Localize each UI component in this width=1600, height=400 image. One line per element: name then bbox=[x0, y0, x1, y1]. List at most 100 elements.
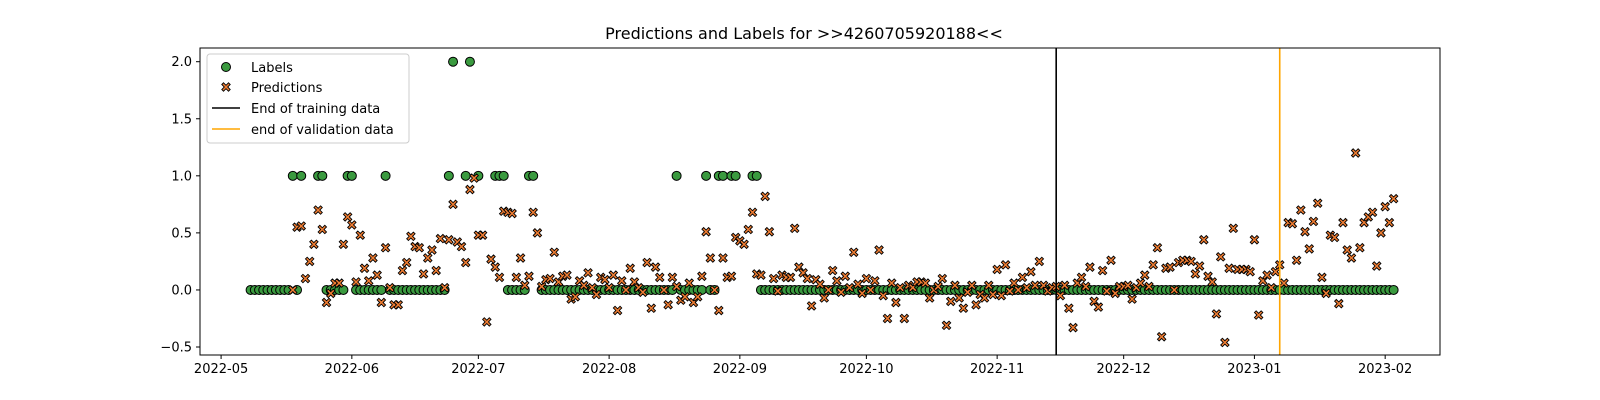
prediction-point bbox=[979, 293, 990, 303]
prediction-point bbox=[363, 275, 374, 286]
label-point bbox=[443, 170, 454, 181]
prediction-point bbox=[612, 305, 623, 316]
prediction-point bbox=[1000, 260, 1011, 270]
prediction-point bbox=[397, 265, 408, 276]
prediction-point bbox=[570, 291, 581, 302]
prediction-point bbox=[1380, 201, 1391, 212]
prediction-point bbox=[680, 291, 690, 302]
prediction-point bbox=[477, 230, 488, 241]
prediction-point bbox=[996, 290, 1007, 301]
label-point bbox=[498, 170, 509, 181]
prediction-point bbox=[444, 234, 454, 245]
x-tick-label: 2023-01 bbox=[1227, 362, 1281, 377]
prediction-point bbox=[376, 297, 387, 308]
prediction-point bbox=[844, 282, 855, 293]
legend-labels-marker bbox=[221, 62, 231, 72]
label-point bbox=[1388, 284, 1399, 295]
prediction-point bbox=[304, 256, 315, 267]
prediction-point bbox=[1220, 337, 1230, 348]
y-tick-label: 0.0 bbox=[171, 283, 192, 298]
prediction-point bbox=[536, 281, 547, 292]
prediction-point bbox=[760, 191, 771, 202]
prediction-point bbox=[532, 228, 543, 238]
label-point bbox=[448, 56, 459, 67]
prediction-point bbox=[983, 280, 994, 291]
prediction-point bbox=[1367, 207, 1378, 218]
prediction-point bbox=[334, 278, 345, 288]
prediction-point bbox=[827, 265, 838, 276]
prediction-point bbox=[347, 220, 357, 230]
prediction-point bbox=[549, 247, 560, 258]
prediction-point bbox=[962, 287, 973, 298]
prediction-point bbox=[587, 282, 598, 293]
prediction-point bbox=[1211, 309, 1222, 319]
prediction-point bbox=[878, 290, 889, 301]
legend-predictions-text: Predictions bbox=[251, 81, 323, 96]
prediction-point bbox=[857, 288, 868, 299]
prediction-point bbox=[785, 272, 796, 283]
axes-frame bbox=[199, 47, 1441, 356]
prediction-point bbox=[789, 223, 800, 234]
prediction-point bbox=[1190, 269, 1201, 279]
prediction-point bbox=[1106, 255, 1116, 266]
prediction-point bbox=[747, 207, 758, 218]
prediction-point bbox=[469, 173, 479, 183]
prediction-point bbox=[705, 253, 716, 263]
prediction-point bbox=[616, 275, 627, 286]
prediction-point bbox=[1287, 218, 1298, 229]
prediction-point bbox=[1059, 280, 1070, 291]
prediction-point bbox=[671, 281, 682, 292]
prediction-point bbox=[650, 262, 661, 272]
prediction-point bbox=[1152, 242, 1163, 253]
label-point bbox=[751, 170, 762, 181]
prediction-point bbox=[1156, 331, 1167, 342]
legend-predictions-marker bbox=[221, 82, 231, 92]
prediction-point bbox=[1194, 261, 1205, 271]
prediction-point bbox=[591, 289, 602, 300]
prediction-point bbox=[815, 279, 825, 290]
y-tick-label: 1.5 bbox=[171, 112, 192, 127]
prediction-point bbox=[342, 212, 353, 222]
prediction-point bbox=[1198, 234, 1209, 245]
prediction-point bbox=[1224, 263, 1234, 274]
prediction-point bbox=[600, 274, 610, 285]
prediction-point bbox=[313, 205, 323, 215]
x-tick-label: 2023-02 bbox=[1358, 362, 1412, 377]
prediction-point bbox=[945, 296, 956, 307]
prediction-point bbox=[494, 272, 505, 283]
prediction-point bbox=[684, 278, 695, 288]
prediction-point bbox=[764, 226, 775, 237]
chart-title: Predictions and Labels for >>42607059201… bbox=[605, 24, 1003, 43]
prediction-point bbox=[832, 275, 842, 286]
prediction-point bbox=[1245, 266, 1256, 277]
prediction-point bbox=[1329, 232, 1340, 243]
label-point bbox=[696, 284, 707, 295]
prediction-point bbox=[490, 262, 501, 272]
prediction-point bbox=[638, 287, 648, 298]
prediction-point bbox=[1068, 322, 1078, 333]
prediction-point bbox=[435, 233, 446, 244]
y-tick-label: −0.5 bbox=[160, 341, 192, 356]
prediction-point bbox=[1346, 253, 1357, 263]
prediction-point bbox=[954, 293, 965, 303]
prediction-point bbox=[1266, 282, 1277, 293]
prediction-point bbox=[431, 265, 442, 276]
prediction-point bbox=[1004, 286, 1015, 296]
label-point bbox=[338, 284, 349, 295]
prediction-point bbox=[456, 241, 467, 252]
label-point bbox=[717, 170, 728, 181]
prediction-point bbox=[486, 254, 496, 264]
prediction-point bbox=[1009, 278, 1019, 288]
prediction-point bbox=[1350, 148, 1361, 158]
prediction-point bbox=[359, 263, 370, 274]
label-point bbox=[287, 170, 298, 181]
prediction-point bbox=[941, 320, 952, 331]
prediction-point bbox=[950, 280, 960, 291]
prediction-point bbox=[1388, 193, 1399, 204]
prediction-point bbox=[1338, 217, 1348, 228]
prediction-point bbox=[519, 280, 530, 291]
prediction-point bbox=[967, 280, 977, 291]
prediction-point bbox=[701, 226, 711, 237]
prediction-point bbox=[819, 293, 830, 303]
prediction-point bbox=[920, 278, 931, 288]
